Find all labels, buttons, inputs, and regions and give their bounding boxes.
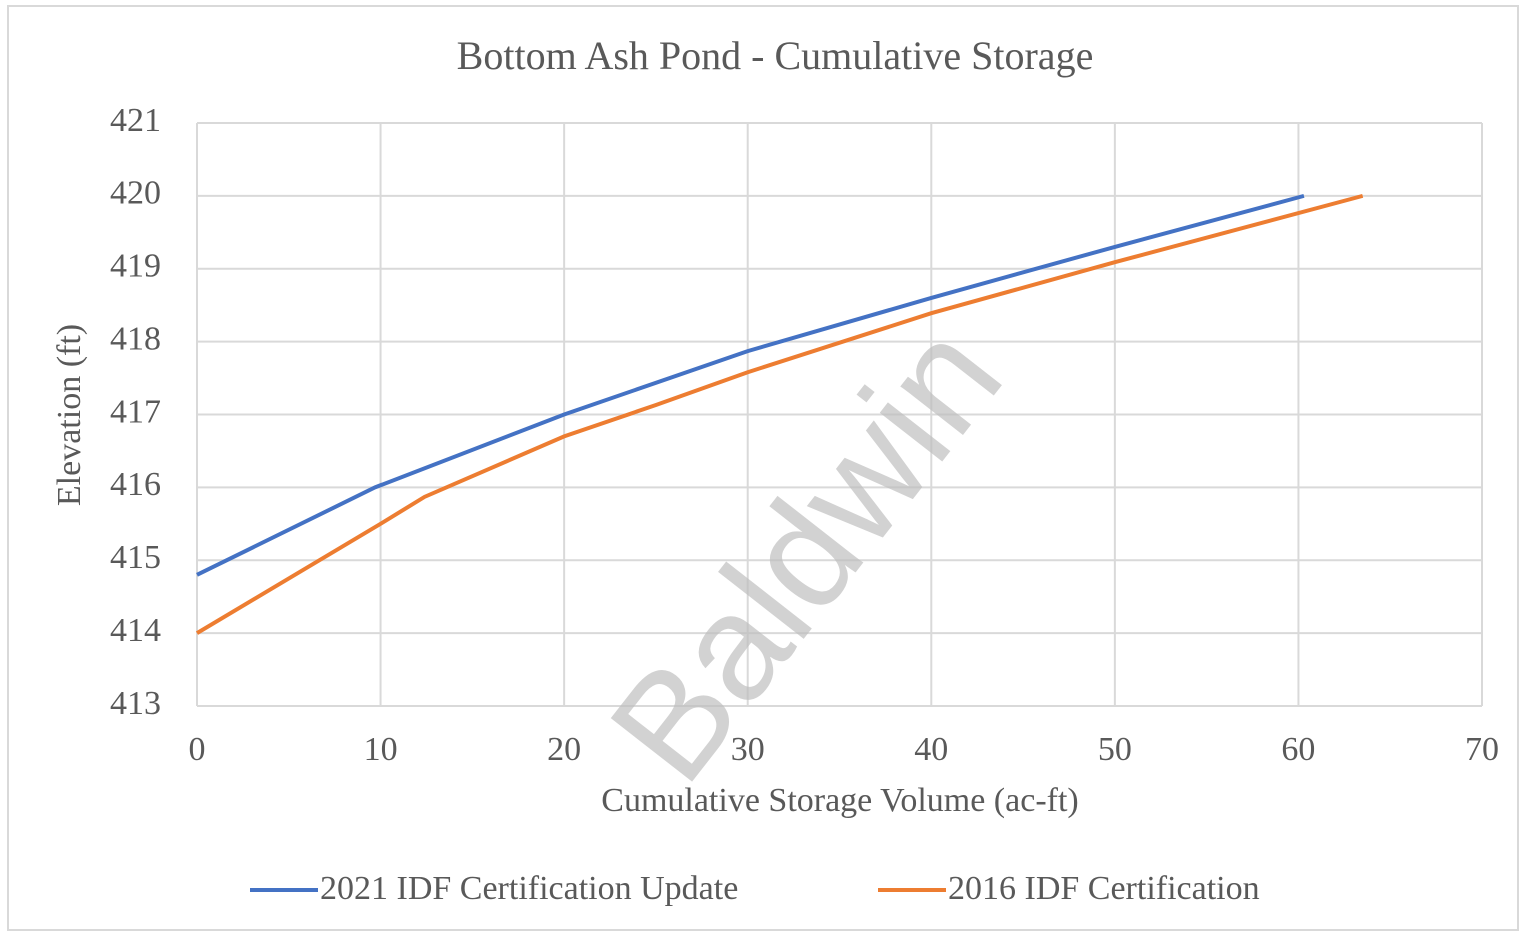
plot-area: 413 414 415 416 417 418 419 420 421 0 10 20 30 40 50 60… bbox=[110, 102, 1499, 768]
y-tick-label: 420 bbox=[110, 175, 161, 212]
y-tick-label: 415 bbox=[110, 539, 161, 576]
y-tick-label: 414 bbox=[110, 612, 161, 649]
legend-label: 2021 IDF Certification Update bbox=[320, 870, 738, 907]
x-axis-label: Cumulative Storage Volume (ac-ft) bbox=[601, 782, 1078, 819]
x-tick-label: 10 bbox=[364, 731, 398, 768]
x-tick-label: 60 bbox=[1281, 731, 1315, 768]
legend-label: 2016 IDF Certification bbox=[948, 870, 1260, 907]
y-axis-label: Elevation (ft) bbox=[51, 324, 88, 506]
x-tick-label: 20 bbox=[547, 731, 581, 768]
x-tick-label: 40 bbox=[914, 731, 948, 768]
series-line bbox=[196, 193, 1305, 577]
chart-frame bbox=[7, 5, 1519, 931]
y-tick-label: 421 bbox=[110, 102, 161, 139]
x-tick-label: 0 bbox=[189, 731, 206, 768]
chart-title: Bottom Ash Pond - Cumulative Storage bbox=[457, 33, 1094, 78]
y-tick-label: 417 bbox=[110, 393, 161, 430]
x-tick-label: 30 bbox=[731, 731, 765, 768]
y-tick-label: 419 bbox=[110, 248, 161, 285]
x-tick-label: 70 bbox=[1465, 731, 1499, 768]
y-tick-label: 413 bbox=[110, 685, 161, 722]
x-tick-label: 50 bbox=[1098, 731, 1132, 768]
y-tick-label: 416 bbox=[110, 466, 161, 503]
legend: 2021 IDF Certification Update 2016 IDF Ce… bbox=[250, 870, 1260, 907]
y-tick-label: 418 bbox=[110, 320, 161, 357]
series-line bbox=[195, 193, 1364, 635]
